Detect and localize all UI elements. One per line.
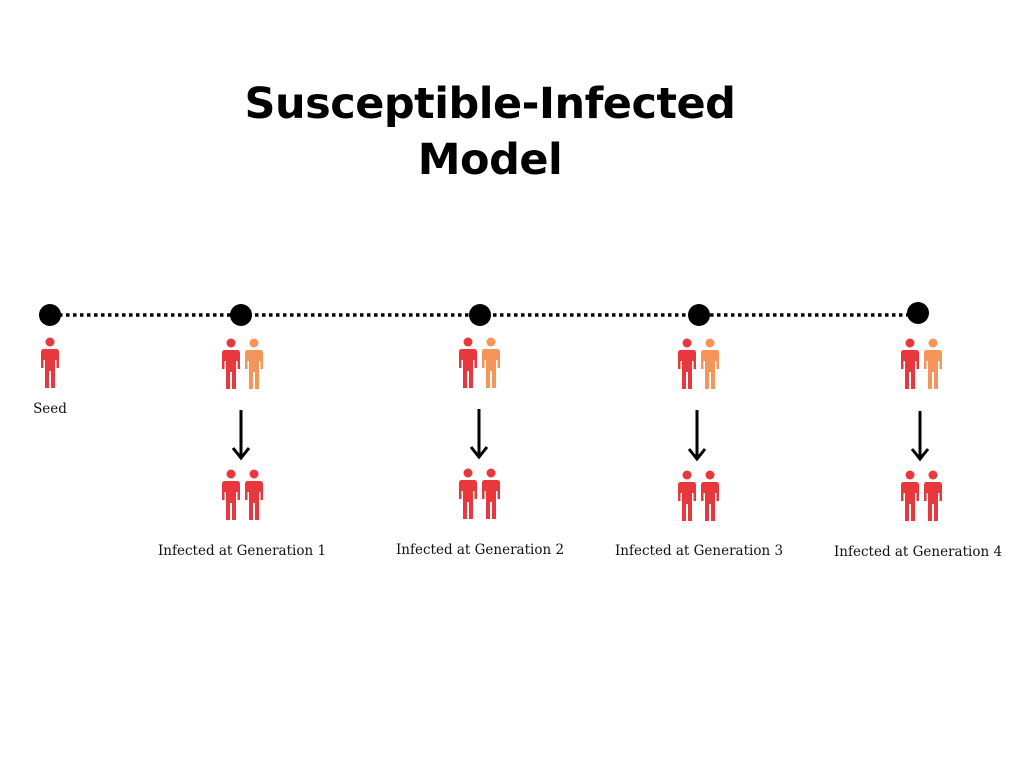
title-line-1: Susceptible-Infected [244, 79, 736, 129]
gen-1-infected-person-icon [222, 338, 240, 389]
diagram-title: Susceptible-Infected Model [0, 76, 980, 188]
gen-2-newly-infected-person-icon-b [482, 468, 500, 519]
gen-2-infected-person-icon [459, 337, 477, 388]
gen-3-infected-person-icon [678, 338, 696, 389]
generation-4-label: Infected at Generation 4 [833, 544, 1003, 560]
seed-person-icon [41, 337, 59, 388]
timeline-node-seed [39, 304, 61, 326]
title-line-2: Model [417, 135, 563, 185]
timeline-node-gen-4 [907, 302, 929, 324]
gen-3-susceptible-person-icon [701, 338, 719, 389]
gen-4-susceptible-person-icon [924, 338, 942, 389]
generation-2-label: Infected at Generation 2 [395, 542, 565, 558]
gen-1-newly-infected-person-icon-a [222, 469, 240, 520]
gen-3-newly-infected-person-icon-a [678, 470, 696, 521]
gen-2-arrow-down-icon [469, 409, 489, 460]
gen-1-susceptible-person-icon [245, 338, 263, 389]
gen-2-newly-infected-person-icon-a [459, 468, 477, 519]
gen-4-infected-person-icon [901, 338, 919, 389]
gen-3-newly-infected-person-icon-b [701, 470, 719, 521]
timeline-node-gen-1 [230, 304, 252, 326]
gen-2-susceptible-person-icon [482, 337, 500, 388]
gen-1-arrow-down-icon [231, 410, 251, 461]
timeline-node-gen-2 [469, 304, 491, 326]
generation-1-label: Infected at Generation 1 [157, 543, 327, 559]
gen-1-newly-infected-person-icon-b [245, 469, 263, 520]
timeline-node-gen-3 [688, 304, 710, 326]
seed-label: Seed [33, 401, 67, 417]
gen-4-newly-infected-person-icon-a [901, 470, 919, 521]
gen-4-arrow-down-icon [910, 411, 930, 462]
generation-3-label: Infected at Generation 3 [614, 543, 784, 559]
gen-4-newly-infected-person-icon-b [924, 470, 942, 521]
gen-3-arrow-down-icon [687, 410, 707, 462]
